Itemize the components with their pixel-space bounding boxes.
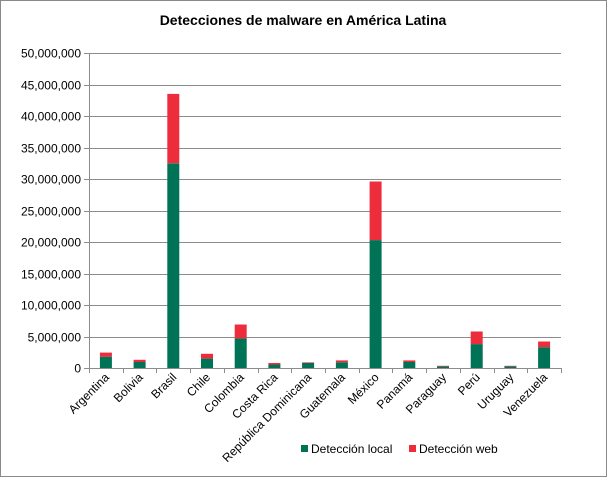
bar-local [268,364,281,368]
bar-web [167,93,180,164]
y-tick-label: 15,000,000 [21,268,81,282]
bar-local [538,347,551,368]
bar-web [369,181,382,241]
bar-web [268,363,281,365]
gridlines [89,53,561,369]
x-tick-label: Bolivia [111,370,146,405]
bar-local [302,363,315,368]
bar-web [133,359,146,362]
x-tick-label: Chile [184,370,213,399]
legend-swatch-local [301,445,308,452]
bar-web [302,362,315,363]
bar-web [437,365,449,367]
y-tick-label: 25,000,000 [21,205,81,219]
bar-local [403,362,416,368]
y-axis-ticks: 0 5,000,000 10,000,000 15,000,000 20,000,000… [21,47,89,376]
y-tick-label: 0 [74,362,81,376]
bar-web [504,365,517,367]
bar-local [167,163,180,369]
bars [99,93,551,369]
bar-local [99,356,112,368]
legend-label-local: Detección local [311,442,392,456]
x-tick-label: Argentina [66,370,112,416]
y-tick-label: 30,000,000 [21,173,81,187]
bar-web [234,324,247,339]
y-tick-label: 10,000,000 [21,299,81,313]
bar-web [470,331,483,345]
legend: Detección local Detección web [301,442,498,456]
y-tick-label: 40,000,000 [21,110,81,124]
bar-web [335,360,348,363]
bar-local [234,338,247,368]
x-tick-label: Perú [455,370,483,398]
bar-local [437,366,449,368]
bar-local [369,240,382,368]
y-tick-label: 45,000,000 [21,79,81,93]
y-tick-label: 5,000,000 [28,331,82,345]
legend-label-web: Detección web [419,442,498,456]
y-tick-label: 35,000,000 [21,142,81,156]
bar-local [335,362,348,368]
bar-local [470,344,483,368]
y-tick-label: 50,000,000 [21,47,81,61]
axes [89,53,561,369]
bar-local [201,358,213,368]
bar-web [538,341,551,348]
bar-web [99,352,112,357]
y-tick-label: 20,000,000 [21,236,81,250]
bar-local [133,362,146,368]
bar-local [504,366,517,368]
bar-web [403,360,416,362]
x-tick-label: Brasil [148,370,179,401]
chart-title: Detecciones de malware en América Latina [160,12,447,28]
bar-web [201,353,213,359]
legend-swatch-web [409,445,416,452]
